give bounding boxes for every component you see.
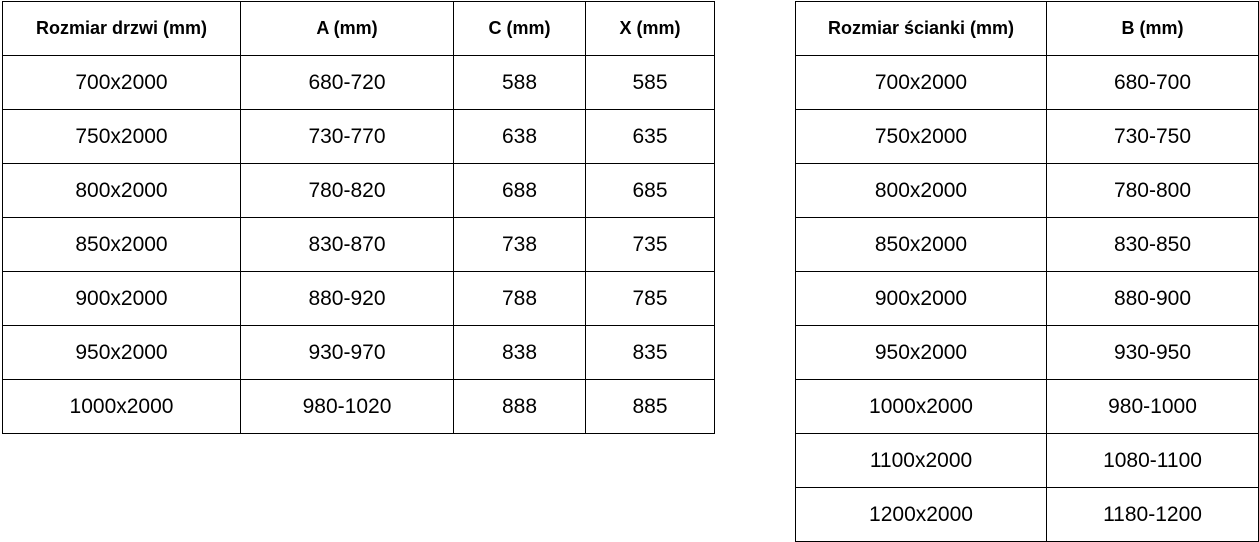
cell-b: 930-950	[1046, 325, 1259, 380]
column-header-c: C (mm)	[453, 1, 586, 56]
cell-b: 780-800	[1046, 163, 1259, 218]
cell-wall-size: 1100x2000	[795, 433, 1047, 488]
table-row: 1200x2000 1180-1200	[795, 487, 1259, 542]
door-size-table-body: 700x2000 680-720 588 585 750x2000 730-77…	[2, 55, 715, 434]
wall-panel-size-table: Rozmiar ścianki (mm) B (mm) 700x2000 680…	[795, 1, 1259, 542]
table-row: 850x2000 830-850	[795, 217, 1259, 272]
cell-door-size: 750x2000	[2, 109, 241, 164]
cell-c: 738	[453, 217, 586, 272]
cell-c: 638	[453, 109, 586, 164]
cell-a: 780-820	[240, 163, 454, 218]
wall-panel-size-table-header: Rozmiar ścianki (mm) B (mm)	[795, 1, 1259, 56]
table-row: 850x2000 830-870 738 735	[2, 217, 715, 272]
cell-door-size: 700x2000	[2, 55, 241, 110]
cell-door-size: 950x2000	[2, 325, 241, 380]
cell-c: 688	[453, 163, 586, 218]
cell-x: 785	[585, 271, 715, 326]
cell-x: 585	[585, 55, 715, 110]
cell-x: 635	[585, 109, 715, 164]
cell-a: 730-770	[240, 109, 454, 164]
table-row: 900x2000 880-920 788 785	[2, 271, 715, 326]
cell-wall-size: 900x2000	[795, 271, 1047, 326]
column-header-a: A (mm)	[240, 1, 454, 56]
cell-wall-size: 750x2000	[795, 109, 1047, 164]
cell-b: 680-700	[1046, 55, 1259, 110]
cell-b: 980-1000	[1046, 379, 1259, 434]
cell-door-size: 900x2000	[2, 271, 241, 326]
cell-wall-size: 800x2000	[795, 163, 1047, 218]
cell-x: 835	[585, 325, 715, 380]
wall-panel-size-table-body: 700x2000 680-700 750x2000 730-750 800x20…	[795, 55, 1259, 542]
table-row: 750x2000 730-750	[795, 109, 1259, 164]
cell-c: 588	[453, 55, 586, 110]
table-header-row: Rozmiar ścianki (mm) B (mm)	[795, 1, 1259, 56]
table-row: 1100x2000 1080-1100	[795, 433, 1259, 488]
cell-x: 885	[585, 379, 715, 434]
cell-b: 1080-1100	[1046, 433, 1259, 488]
cell-c: 888	[453, 379, 586, 434]
cell-door-size: 1000x2000	[2, 379, 241, 434]
cell-b: 880-900	[1046, 271, 1259, 326]
cell-a: 880-920	[240, 271, 454, 326]
cell-wall-size: 950x2000	[795, 325, 1047, 380]
column-header-wall-size: Rozmiar ścianki (mm)	[795, 1, 1047, 56]
cell-a: 680-720	[240, 55, 454, 110]
table-row: 750x2000 730-770 638 635	[2, 109, 715, 164]
cell-x: 685	[585, 163, 715, 218]
table-row: 950x2000 930-970 838 835	[2, 325, 715, 380]
cell-b: 1180-1200	[1046, 487, 1259, 542]
column-header-b: B (mm)	[1046, 1, 1259, 56]
door-size-table: Rozmiar drzwi (mm) A (mm) C (mm) X (mm) …	[2, 1, 715, 434]
table-row: 700x2000 680-700	[795, 55, 1259, 110]
cell-a: 980-1020	[240, 379, 454, 434]
table-row: 950x2000 930-950	[795, 325, 1259, 380]
cell-wall-size: 1000x2000	[795, 379, 1047, 434]
cell-c: 838	[453, 325, 586, 380]
table-row: 800x2000 780-800	[795, 163, 1259, 218]
table-header-row: Rozmiar drzwi (mm) A (mm) C (mm) X (mm)	[2, 1, 715, 56]
table-row: 900x2000 880-900	[795, 271, 1259, 326]
cell-a: 930-970	[240, 325, 454, 380]
table-row: 700x2000 680-720 588 585	[2, 55, 715, 110]
cell-wall-size: 700x2000	[795, 55, 1047, 110]
cell-wall-size: 1200x2000	[795, 487, 1047, 542]
door-size-table-header: Rozmiar drzwi (mm) A (mm) C (mm) X (mm)	[2, 1, 715, 56]
column-header-door-size: Rozmiar drzwi (mm)	[2, 1, 241, 56]
cell-a: 830-870	[240, 217, 454, 272]
cell-x: 735	[585, 217, 715, 272]
cell-door-size: 850x2000	[2, 217, 241, 272]
cell-wall-size: 850x2000	[795, 217, 1047, 272]
column-header-x: X (mm)	[585, 1, 715, 56]
cell-c: 788	[453, 271, 586, 326]
cell-b: 830-850	[1046, 217, 1259, 272]
table-row: 1000x2000 980-1020 888 885	[2, 379, 715, 434]
cell-b: 730-750	[1046, 109, 1259, 164]
table-row: 800x2000 780-820 688 685	[2, 163, 715, 218]
cell-door-size: 800x2000	[2, 163, 241, 218]
table-row: 1000x2000 980-1000	[795, 379, 1259, 434]
